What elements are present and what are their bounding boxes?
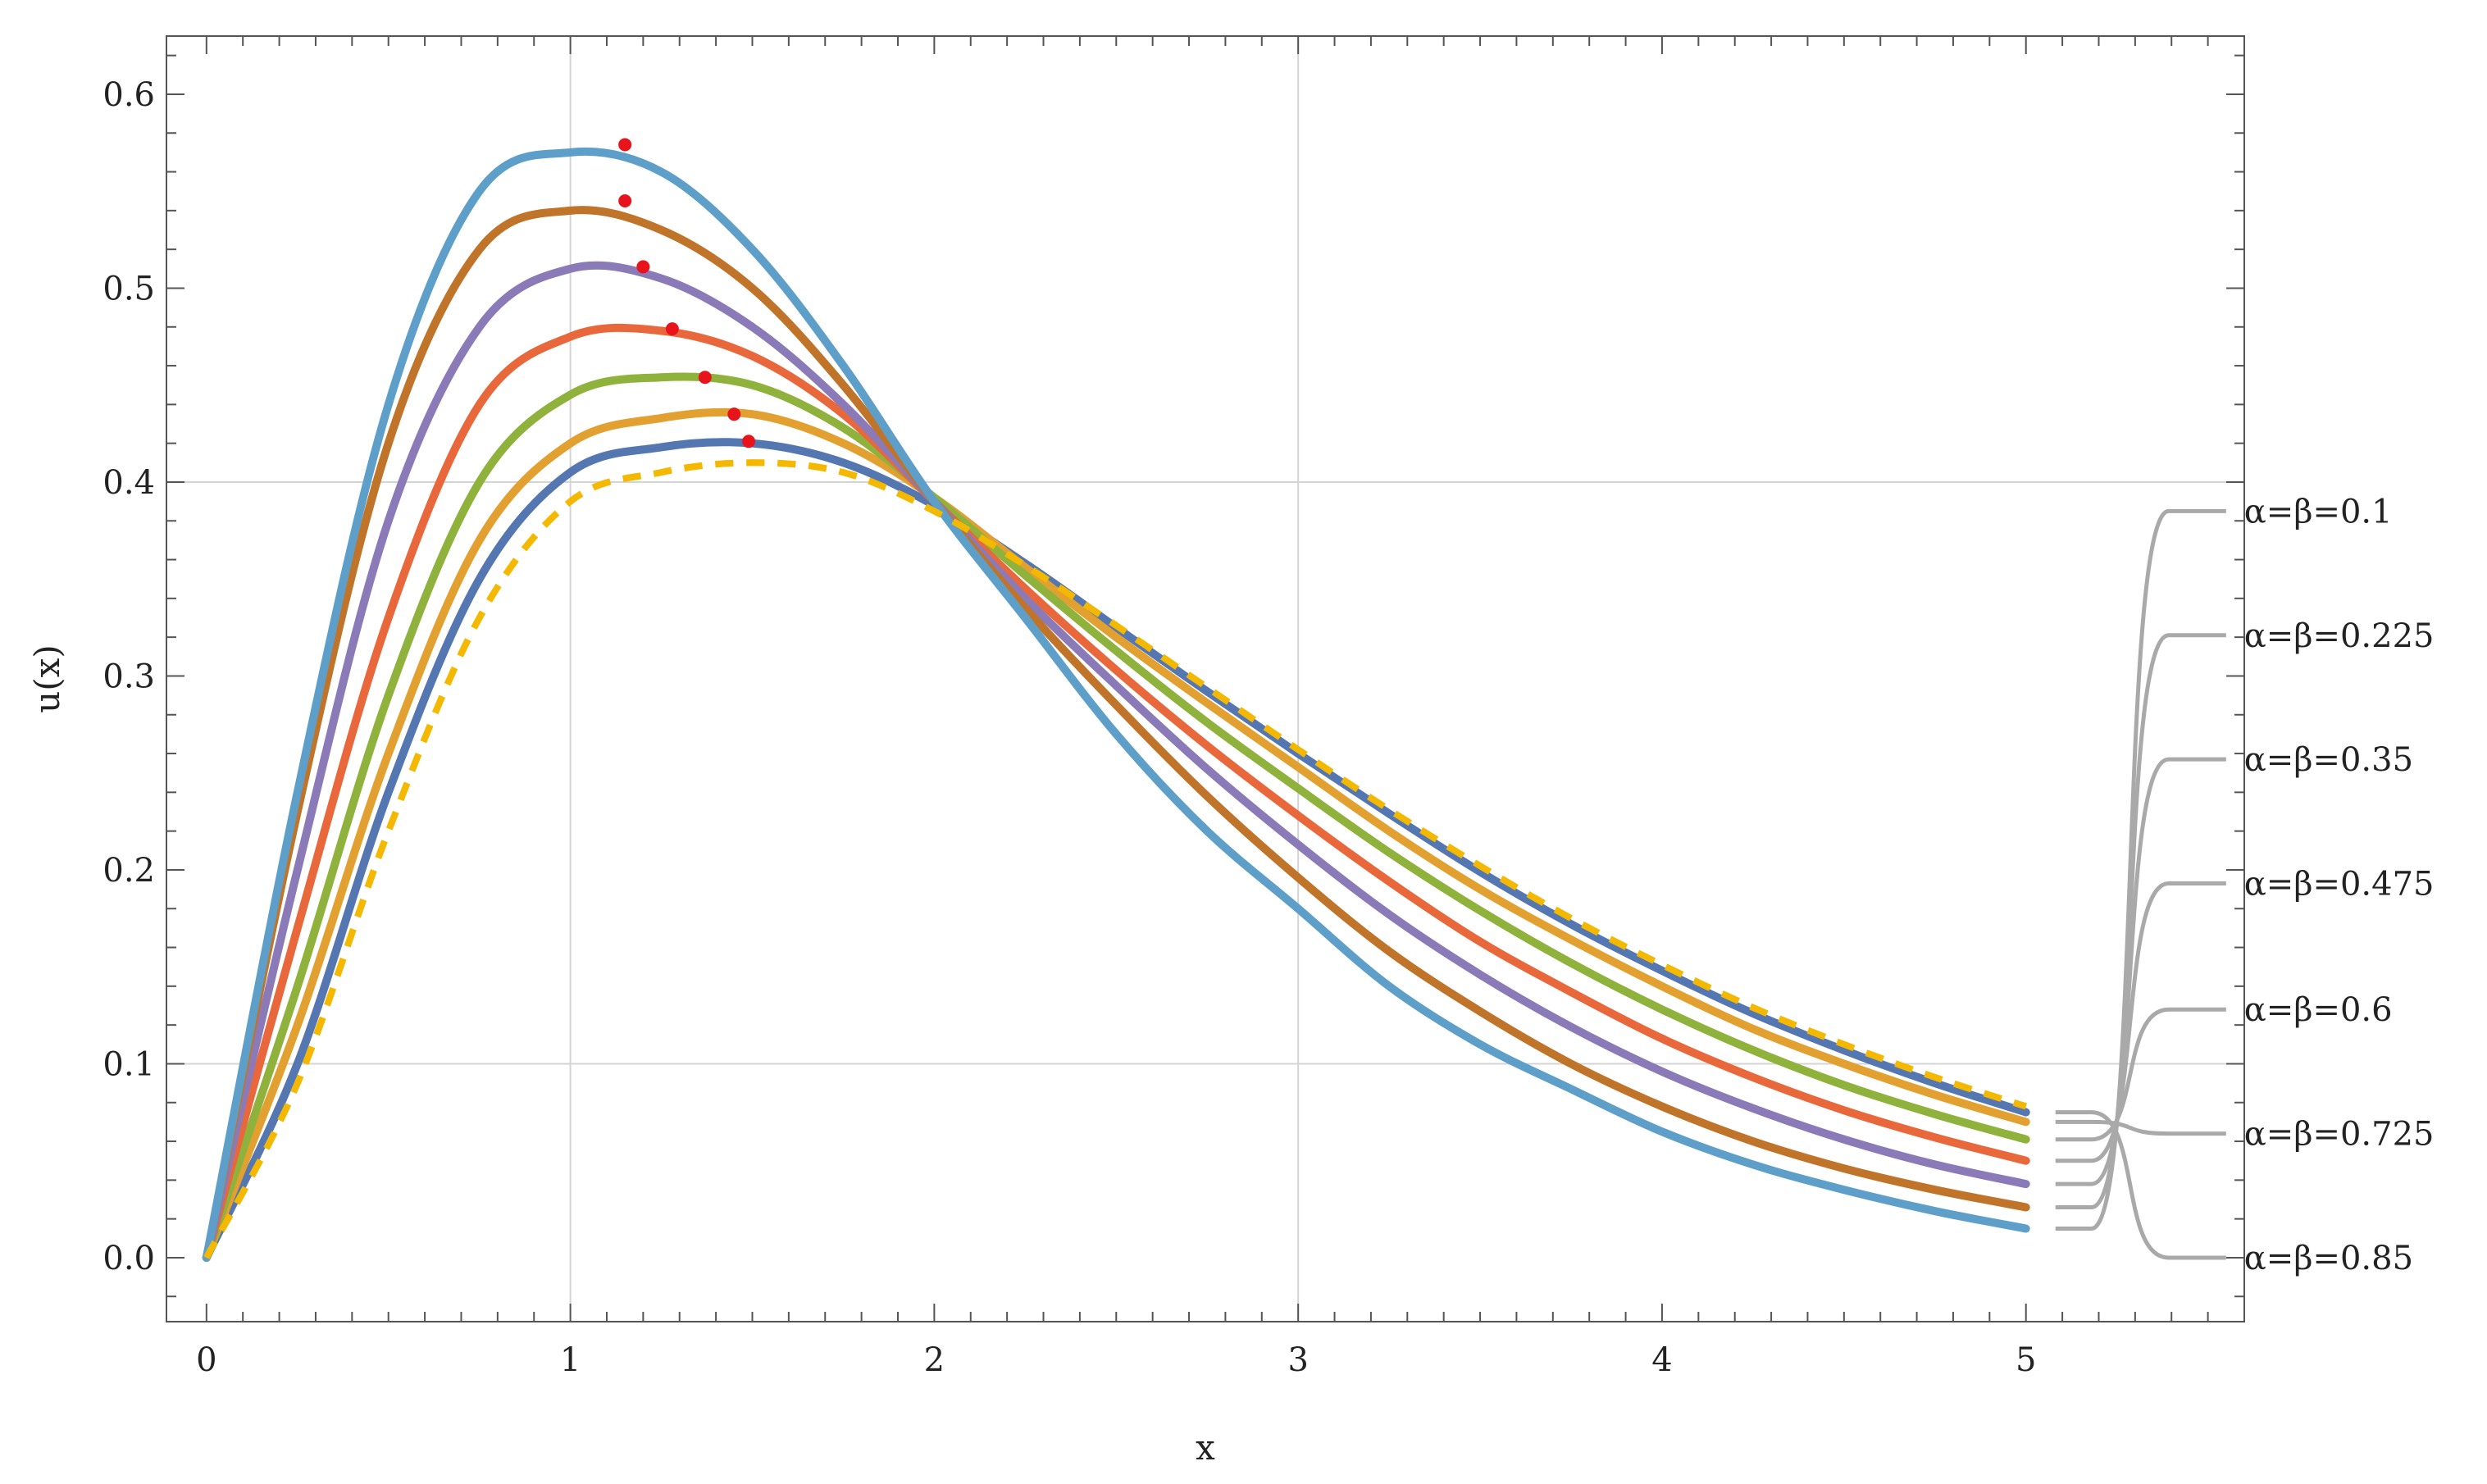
x-tick-label: 2 <box>924 1341 945 1379</box>
y-tick-label: 0.4 <box>102 464 155 502</box>
legend-label: α=β=0.725 <box>2244 1116 2435 1154</box>
legend-label: α=β=0.475 <box>2244 866 2435 904</box>
x-tick-label: 1 <box>560 1341 581 1379</box>
y-tick-label: 0.3 <box>102 658 155 695</box>
legend-connector <box>2055 633 2226 1209</box>
legend-label: α=β=0.6 <box>2244 991 2393 1029</box>
x-tick-label: 3 <box>1287 1341 1308 1379</box>
series-line <box>202 261 2030 1262</box>
series-line <box>202 323 2030 1262</box>
legend-connector <box>2055 1007 2226 1142</box>
axis-ticks <box>166 36 2244 1322</box>
legend: α=β=0.1 α=β=0.225 α=β=0.35 α=β=0.475 α=β=0.6… <box>2055 493 2435 1277</box>
legend-label: α=β=0.85 <box>2244 1240 2413 1277</box>
grid-lines <box>166 36 2244 1322</box>
series-lines <box>202 147 2030 1262</box>
series-line <box>202 206 2030 1262</box>
y-axis-label: u(x) <box>27 644 67 713</box>
legend-label: α=β=0.225 <box>2244 617 2435 655</box>
y-tick-label: 0.6 <box>102 76 155 114</box>
legend-label: α=β=0.35 <box>2244 741 2413 779</box>
peak-marker <box>665 322 679 336</box>
peak-markers <box>618 138 756 448</box>
plot-frame <box>166 35 2245 1322</box>
series-line <box>202 147 2030 1262</box>
peak-marker <box>618 138 632 152</box>
x-tick-label: 4 <box>1651 1341 1672 1379</box>
y-tick-label: 0.5 <box>102 270 155 307</box>
y-tick-label: 0.2 <box>102 852 155 890</box>
y-tick-label: 0.0 <box>102 1240 155 1277</box>
legend-connector <box>2055 757 2226 1186</box>
peak-marker <box>636 260 650 274</box>
peak-marker <box>618 194 632 208</box>
series-line <box>202 372 2030 1262</box>
series-line-reference-overlay <box>203 459 2027 1259</box>
series-line <box>202 438 2030 1262</box>
legend-label: α=β=0.1 <box>2244 493 2393 530</box>
peak-marker <box>698 371 712 385</box>
series-line <box>202 407 2030 1262</box>
y-tick-label: 0.1 <box>102 1045 155 1083</box>
legend-connector <box>2055 508 2226 1231</box>
peak-marker <box>727 407 741 421</box>
x-axis-label: x <box>1196 1427 1215 1468</box>
legend-connector <box>2055 881 2226 1163</box>
x-tick-label: 5 <box>2016 1341 2036 1379</box>
x-tick-label: 0 <box>196 1341 216 1379</box>
legend-connector <box>2055 1119 2226 1136</box>
legend-connector <box>2055 1110 2226 1260</box>
tick-labels: 0 1 2 3 4 5 0.0 0.1 0.2 0.3 0.4 0.5 0.6 <box>102 76 2036 1379</box>
peak-marker <box>742 435 756 448</box>
